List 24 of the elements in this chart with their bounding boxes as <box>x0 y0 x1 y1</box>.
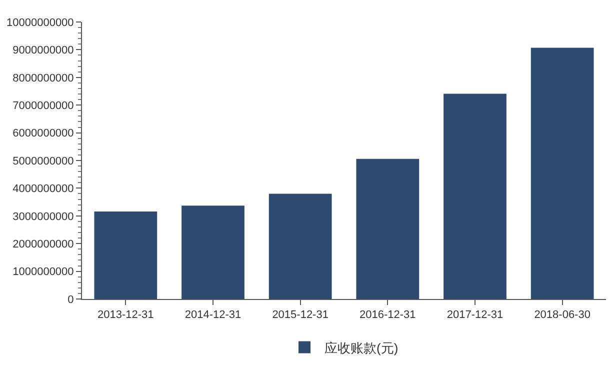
x-tick-label: 2017-12-31 <box>446 309 504 322</box>
x-tick-label: 2018-06-30 <box>534 309 590 322</box>
x-tick-label: 2016-12-31 <box>360 309 416 322</box>
x-tick-label: 2014-12-31 <box>184 309 242 322</box>
x-tick-label: 2013-12-31 <box>98 309 154 322</box>
y-tick-label: 1000000000 <box>12 266 74 278</box>
x-tick-label: 2015-12-31 <box>272 309 328 322</box>
y-tick-label: 8000000000 <box>12 72 74 84</box>
bar <box>268 194 332 299</box>
bar <box>356 158 420 299</box>
y-tick-label: 3000000000 <box>12 210 74 223</box>
bar <box>94 211 158 299</box>
y-tick-label: 6000000000 <box>12 128 74 140</box>
y-tick-label: 5000000000 <box>12 155 74 168</box>
y-tick-label: 0 <box>68 294 74 306</box>
legend-label: 应收账款(元) <box>324 340 398 356</box>
y-tick-label: 4000000000 <box>12 183 74 196</box>
y-tick-label: 9000000000 <box>12 44 74 57</box>
y-tick-label: 7000000000 <box>12 100 74 112</box>
bar <box>444 94 506 299</box>
y-tick-label: 2000000000 <box>12 238 74 250</box>
y-tick-label: 10000000000 <box>6 16 74 29</box>
bar <box>530 48 594 299</box>
bar <box>182 206 244 299</box>
